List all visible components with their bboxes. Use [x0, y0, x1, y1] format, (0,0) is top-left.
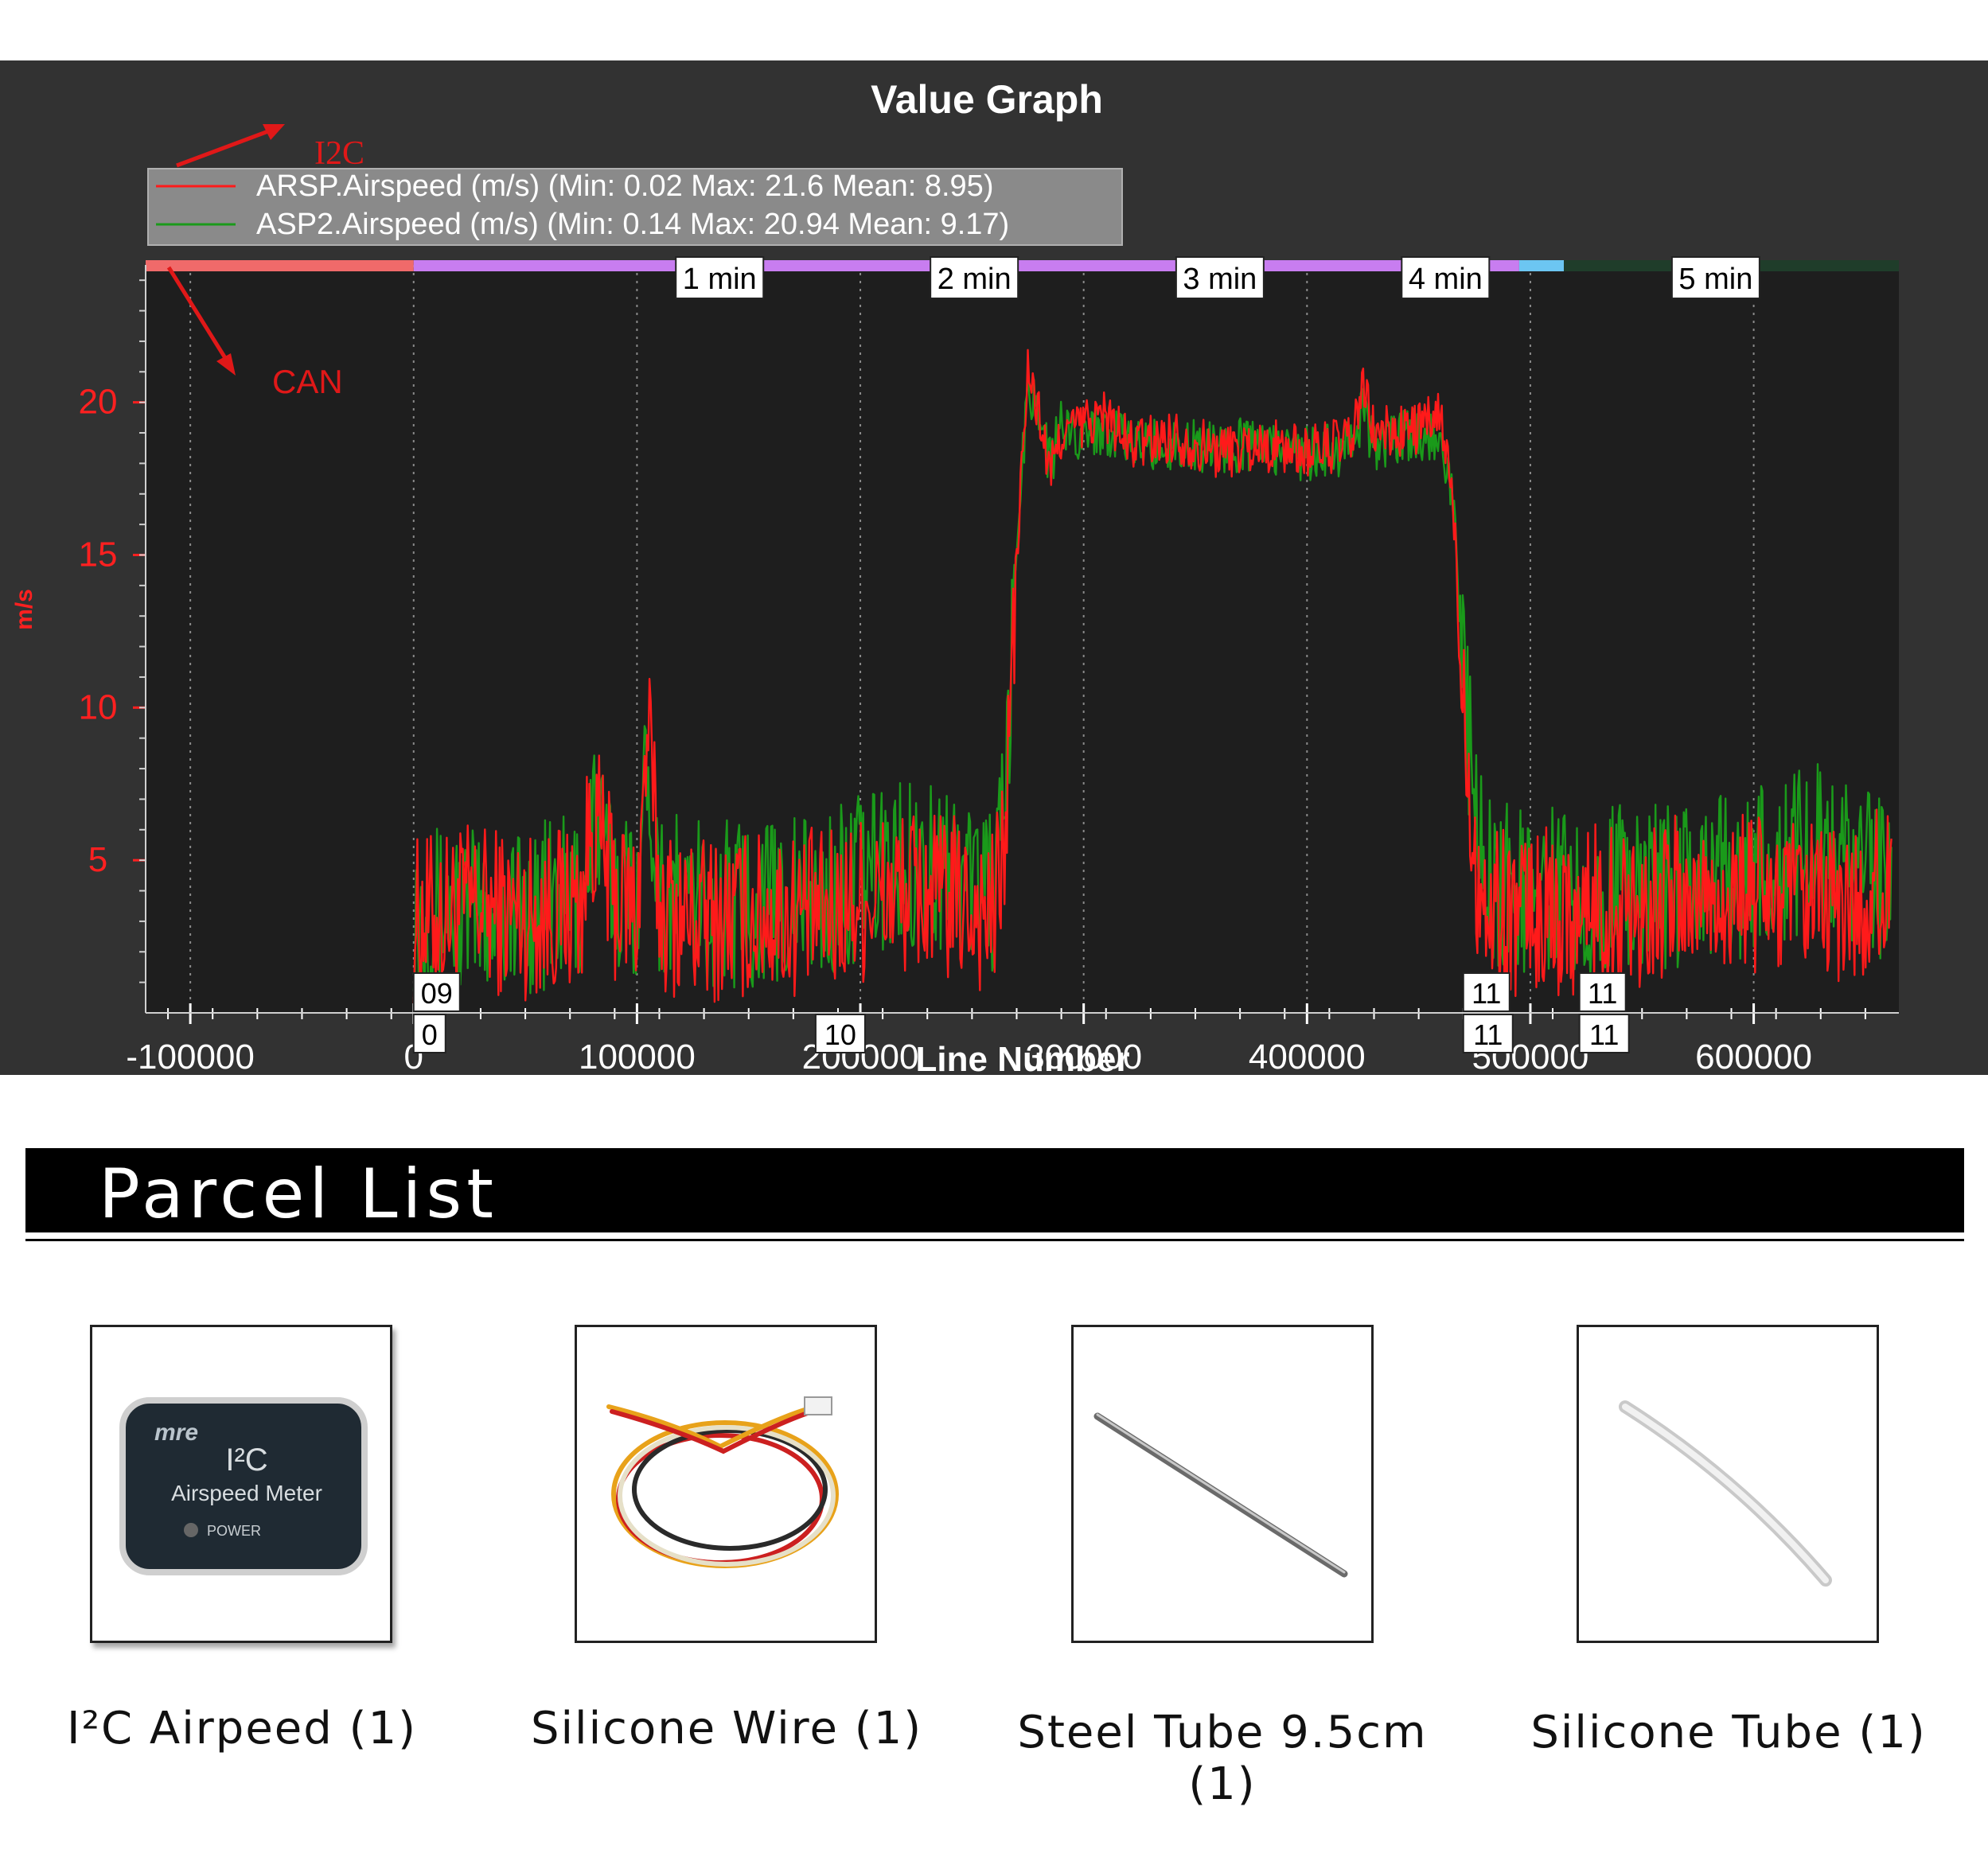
x-tick-label: 600000: [1695, 1038, 1812, 1075]
mode-label-bottom: 10: [824, 1018, 856, 1051]
parcel-item-silicone-tube-label: Silicone Tube (1): [1530, 1707, 1927, 1758]
value-graph-panel: Value Graph 1 min 2 min 3 min 4 min 5 min -1…: [0, 60, 1988, 1075]
value-graph-chart: Value Graph 1 min 2 min 3 min 4 min 5 min -1…: [11, 77, 1899, 1075]
mode-label-box: [1578, 972, 1627, 1012]
steel-tube-icon: [1093, 1412, 1348, 1578]
annotation-arrows: I2C CAN: [166, 124, 364, 400]
chart-title: Value Graph: [871, 77, 1103, 122]
airspeed-meter-icon: mre I²C Airspeed Meter POWER: [119, 1397, 368, 1575]
parcel-item-airspeed-image: mre I²C Airspeed Meter POWER: [90, 1325, 392, 1643]
device-power-label: POWER: [207, 1523, 261, 1539]
can-arrow-line: [166, 266, 232, 366]
can-annotation: CAN: [272, 363, 343, 400]
legend[interactable]: ARSP.Airspeed (m/s) (Min: 0.02 Max: 21.6…: [147, 168, 1123, 246]
parcel-list-title: Parcel List: [99, 1154, 498, 1234]
y-tick-label: 10: [79, 687, 118, 726]
legend-label-arsp: ARSP.Airspeed (m/s) (Min: 0.02 Max: 21.6…: [256, 169, 993, 203]
time-marker-box: [675, 256, 765, 299]
parcel-item-airspeed-label: I²C Airpeed (1): [67, 1703, 417, 1754]
grid-lines: [189, 265, 1755, 1013]
parcel-divider: [25, 1239, 1964, 1241]
device-logo: mre: [154, 1419, 198, 1446]
silicone-wire-icon: [606, 1396, 839, 1568]
time-bar-segment: [1518, 260, 1565, 271]
mode-label-top: 11: [1588, 977, 1617, 1010]
legend-label-asp2: ASP2.Airspeed (m/s) (Min: 0.14 Max: 20.9…: [256, 208, 1009, 241]
device-title: I²C: [225, 1443, 267, 1478]
time-marker-label: 5 min: [1678, 263, 1752, 296]
time-bar-segment: [146, 260, 414, 271]
y-tick-label: 5: [88, 840, 107, 879]
mode-labels: 09 11 11 0 10 11 11: [412, 972, 1630, 1053]
x-axis-label: Line Number: [916, 1040, 1130, 1075]
y-tick-label: 15: [79, 535, 118, 574]
time-marker-box: [930, 256, 1019, 299]
mode-label-box: [814, 1014, 866, 1053]
time-marker-label: 3 min: [1183, 263, 1257, 296]
x-tick-label: 400000: [1249, 1038, 1366, 1075]
mode-label-bottom: 11: [1473, 1018, 1503, 1051]
x-tick-label: -100000: [126, 1038, 254, 1075]
time-marker-box: [1670, 256, 1760, 299]
mode-label-box: [412, 1014, 446, 1053]
parcel-item-wire-image: [575, 1325, 877, 1643]
x-tick-label: 100000: [579, 1038, 696, 1075]
time-bar: 1 min 2 min 3 min 4 min 5 min: [146, 256, 1899, 299]
y-tick-label: 20: [79, 383, 118, 422]
parcel-item-steel-tube-image: [1071, 1325, 1374, 1643]
mode-label-box: [1578, 1014, 1630, 1053]
mode-label-bottom: 0: [422, 1018, 438, 1051]
parcel-item-silicone-tube-image: [1577, 1325, 1879, 1643]
parcel-list-header: Parcel List: [25, 1148, 1964, 1234]
time-marker-box: [1401, 256, 1491, 299]
series-line-arsp: [412, 348, 1892, 1006]
mode-label-bottom: 11: [1589, 1018, 1619, 1051]
i2c-arrowhead: [263, 124, 285, 140]
mode-label-box: [1462, 1014, 1514, 1053]
parcel-item-wire-label: Silicone Wire (1): [530, 1703, 923, 1754]
mode-label-top: 09: [421, 977, 453, 1010]
silicone-tube-icon: [1619, 1400, 1832, 1587]
x-tick-label: 300000: [1025, 1038, 1142, 1075]
time-marker-label: 1 min: [683, 263, 757, 296]
mode-label-top: 11: [1472, 977, 1501, 1010]
can-arrowhead: [216, 353, 236, 376]
mode-label-box: [412, 972, 461, 1012]
time-marker-label: 4 min: [1409, 263, 1483, 296]
device-subtitle: Airspeed Meter: [171, 1481, 322, 1505]
i2c-arrow-line: [176, 127, 275, 168]
y-axis-label: m/s: [11, 589, 37, 630]
time-marker-box: [1175, 256, 1265, 299]
series-lines[interactable]: [412, 348, 1892, 1006]
i2c-annotation: I2C: [314, 135, 364, 172]
legend-box: [147, 168, 1123, 246]
parcel-item-steel-tube-label: Steel Tube 9.5cm (1): [1017, 1707, 1428, 1810]
mode-label-box: [1462, 972, 1510, 1012]
time-marker-label: 2 min: [937, 263, 1012, 296]
